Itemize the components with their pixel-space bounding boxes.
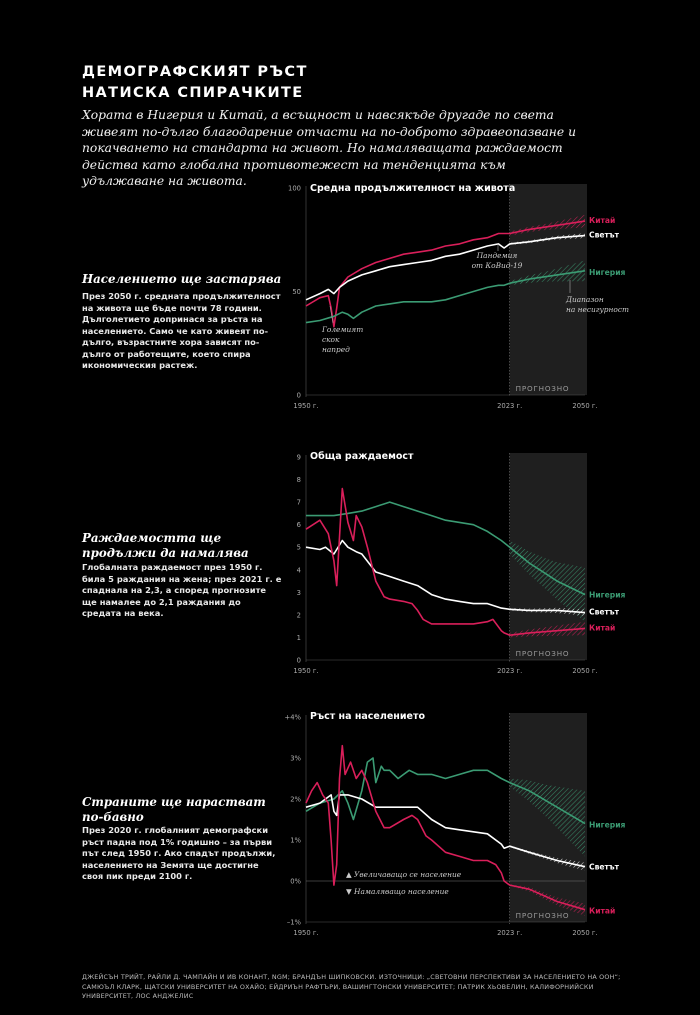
forecast-label: ПРОГНОЗНО	[516, 649, 570, 658]
series-line-china	[305, 744, 586, 911]
credits-footer: Джейсън Трийт, Райли Д. Чампайн и Ив Кон…	[82, 973, 621, 1000]
series-line-china	[305, 220, 586, 328]
y-tick-label: 2	[297, 611, 301, 619]
series-label-china: Китай	[589, 216, 615, 225]
y-tick-label: 0%	[290, 878, 301, 886]
section-2-text: Глобалната раждаемост през 1950 г. била …	[82, 562, 282, 618]
series-label-nigeria: Нигерия	[589, 268, 626, 277]
y-tick-label: +4%	[285, 714, 302, 722]
series-line-world	[305, 539, 586, 614]
y-tick-label: 4	[297, 566, 301, 574]
y-tick-label: 5	[297, 544, 301, 552]
series-label-china: Китай	[589, 623, 615, 632]
annotation: Диапазон на несигурност	[565, 295, 629, 314]
forecast-label: ПРОГНОЗНО	[516, 911, 570, 920]
x-tick-label: 2050 г.	[572, 667, 597, 675]
annotation: ▼ Намаляващо население	[346, 887, 449, 896]
section-3-text: През 2020 г. глобалният демографски ръст…	[82, 825, 276, 881]
y-tick-label: 100	[288, 185, 301, 193]
y-tick-label: 8	[297, 476, 301, 484]
annotation: ▲ Увеличаващо се население	[346, 870, 462, 879]
chart-title: Ръст на населението	[310, 711, 425, 722]
forecast-label: ПРОГНОЗНО	[516, 384, 570, 393]
y-tick-label: 3%	[290, 755, 301, 763]
life-expectancy-chart: ПРОГНОЗНО 0 50 100 1950 г. 2023 г. 2050 г. Сред…	[288, 183, 629, 410]
y-tick-label: 0	[297, 657, 301, 665]
series-label-nigeria: Нигерия	[589, 821, 626, 830]
series-label-nigeria: Нигерия	[589, 591, 626, 600]
y-tick-label: 0	[297, 392, 301, 400]
uncertainty-band-nigeria	[509, 540, 585, 622]
x-tick-label: 2023 г.	[497, 929, 522, 937]
y-tick-label: –1%	[287, 919, 302, 927]
uncertainty-band-china	[509, 884, 585, 916]
series-line-world	[305, 234, 586, 301]
annotation: Голeмият скок напред	[321, 325, 363, 354]
forecast-region	[509, 184, 587, 395]
x-tick-label: 2023 г.	[497, 402, 522, 410]
title-line-2: натиска спирачките	[82, 85, 304, 101]
series-label-china: Китай	[589, 907, 615, 916]
x-tick-label: 2050 г.	[572, 402, 597, 410]
fertility-chart: ПРОГНОЗНО 0 1 2 3 4 5 6 7 8 9 1950 г. 2023 г. 2050 г.…	[293, 451, 626, 675]
chart-title: Обща раждаемост	[310, 451, 414, 462]
x-tick-label: 1950 г.	[293, 929, 318, 937]
y-tick-label: 7	[297, 499, 301, 507]
annotation: Пандемия от КоВид-19	[472, 251, 523, 270]
y-tick-label: 6	[297, 521, 301, 529]
page-title: Демографският ръст натиска спирачките	[82, 62, 602, 104]
x-tick-label: 2050 г.	[572, 929, 597, 937]
series-line-china	[305, 487, 586, 636]
section-1-heading: Населението ще застарява	[82, 272, 282, 286]
y-tick-label: 3	[297, 589, 301, 597]
title-line-1: Демографският ръст	[82, 64, 308, 80]
x-tick-label: 2023 г.	[497, 667, 522, 675]
uncertainty-band-nigeria	[509, 778, 585, 857]
y-tick-label: 1	[297, 634, 301, 642]
section-2-heading: Раждаемостта ще продължи да намалява	[82, 531, 249, 560]
section-3-heading: Страните ще нарастват по-бавно	[82, 795, 266, 824]
y-tick-label: 9	[297, 454, 301, 462]
y-tick-label: 2%	[290, 796, 301, 804]
series-line-nigeria	[306, 501, 586, 596]
intro-text: Хората в Нигерия и Китай, а всъщност и н…	[82, 108, 577, 188]
series-line-nigeria	[305, 270, 586, 324]
series-line-nigeria	[305, 757, 586, 825]
population-growth-chart: ПРОГНОЗНО –1% 0% 1% 2% 3% +4% 1950 г. 2023 г. 205…	[285, 711, 626, 937]
series-label-world: Светът	[589, 863, 620, 872]
x-tick-label: 1950 г.	[293, 667, 318, 675]
series-line-world	[305, 794, 586, 868]
x-tick-label: 1950 г.	[293, 402, 318, 410]
y-tick-label: 1%	[290, 837, 301, 845]
annotation-leader	[329, 305, 334, 324]
chart-title: Средна продължителност на живота	[310, 183, 515, 194]
series-label-world: Светът	[589, 608, 620, 617]
series-label-world: Светът	[589, 231, 620, 240]
section-1-text: През 2050 г. средната продължителност на…	[82, 291, 281, 370]
uncertainty-band-china	[509, 214, 585, 236]
y-tick-label: 50	[292, 288, 301, 296]
